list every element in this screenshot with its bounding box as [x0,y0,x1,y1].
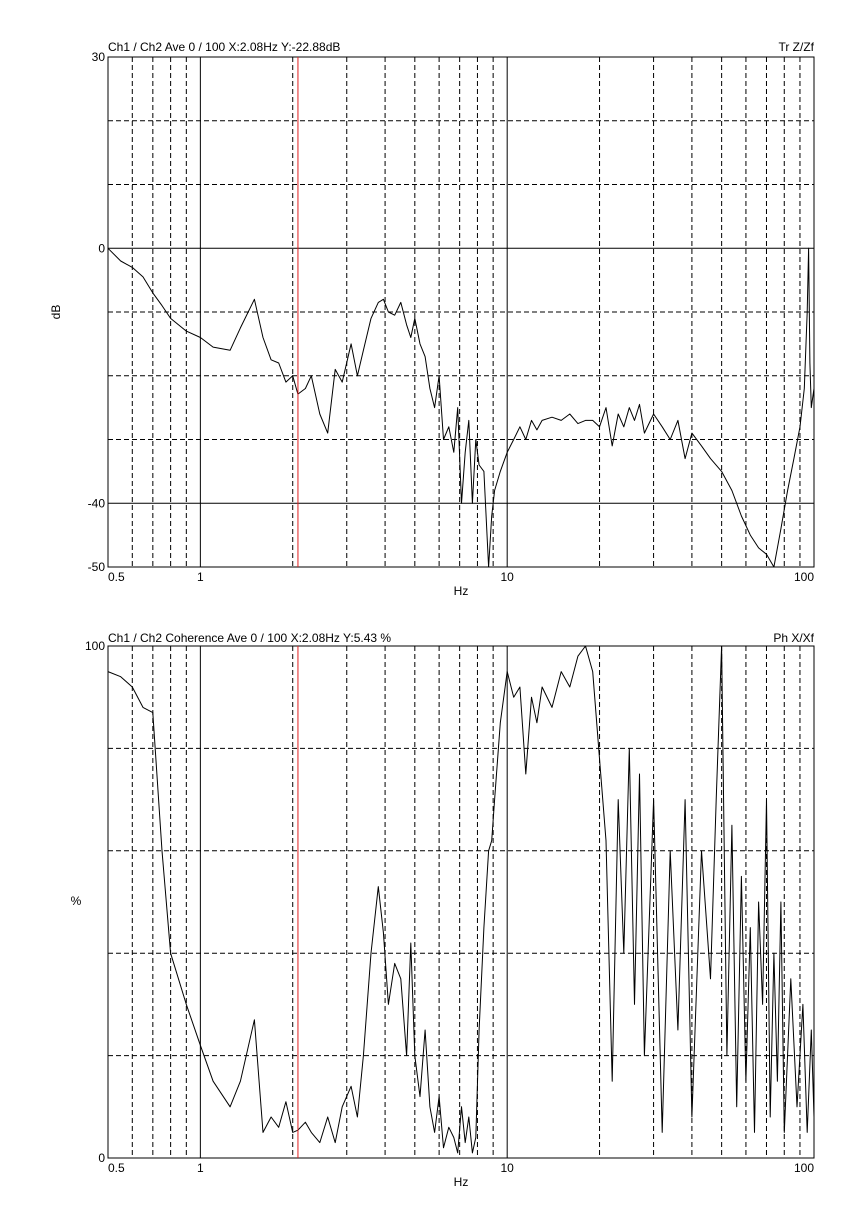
transfer-plot-frame [107,56,815,568]
transfer-y-tick-label: -40 [88,496,106,510]
coherence-header: Ch1 / Ch2 Coherence Ave 0 / 100 X:2.08Hz… [108,631,391,645]
transfer-tag: Tr Z/Zf [778,40,814,54]
coherence-y-tick-label: 100 [85,639,105,653]
transfer-y-tick-label: 0 [98,241,105,255]
transfer-y-tick-label: 30 [92,50,106,64]
transfer-grid [108,57,814,567]
coherence-series [107,645,815,1154]
coherence-x-tick-labels: 0.5 1 10 100 [108,1161,814,1175]
coherence-tag: Ph X/Xf [773,631,814,645]
transfer-x-tick-label: 100 [794,570,814,584]
transfer-y-tick-labels: 30 0 -40 -50 [88,50,106,574]
coherence-grid [108,646,814,1158]
transfer-x-tick-labels: 0.5 1 10 100 [108,570,814,584]
coherence-y-tick-label: 0 [98,1151,105,1165]
coherence-plot-frame [107,645,815,1159]
transfer-x-tick-label: 1 [197,570,204,584]
coherence-ylabel: % [71,894,82,908]
transfer-y-tick-label: -50 [88,560,106,574]
coherence-series-line [107,645,815,1154]
transfer-series [107,247,815,568]
coherence-x-tick-label: 100 [794,1161,814,1175]
coherence-x-tick-label: 1 [197,1161,204,1175]
transfer-header: Ch1 / Ch2 Ave 0 / 100 X:2.08Hz Y:-22.88d… [108,40,340,54]
coherence-xlabel: Hz [454,1175,469,1189]
transfer-x-tick-label: 0.5 [108,570,125,584]
transfer-chart: Ch1 / Ch2 Ave 0 / 100 X:2.08Hz Y:-22.88d… [49,40,815,598]
transfer-xlabel: Hz [454,584,469,598]
coherence-y-tick-labels: 100 0 [85,639,105,1165]
transfer-series-line [107,247,815,568]
coherence-x-tick-label: 0.5 [108,1161,125,1175]
coherence-chart: Ch1 / Ch2 Coherence Ave 0 / 100 X:2.08Hz… [71,631,815,1189]
transfer-ylabel: dB [49,305,63,320]
transfer-x-tick-label: 10 [501,570,515,584]
coherence-x-tick-label: 10 [501,1161,515,1175]
